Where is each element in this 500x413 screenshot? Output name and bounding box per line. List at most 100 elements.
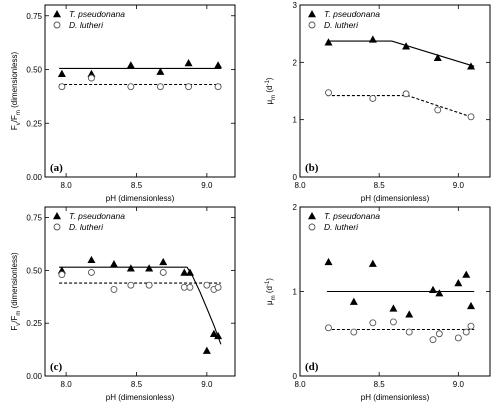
y-axis-title: Fv/Fm (dimensionless) — [10, 252, 22, 331]
y-tick-label: 1 — [293, 116, 298, 125]
y-title-sub: v — [16, 122, 22, 125]
data-point-t-pseudonana — [185, 268, 194, 276]
data-point-d-lutheri — [58, 271, 66, 279]
legend-marker — [53, 10, 61, 18]
y-tick-label: 1 — [293, 288, 298, 297]
x-tick-label: 9.0 — [201, 181, 213, 190]
x-tick-label: 8.5 — [374, 380, 386, 389]
y-title-sub2: m — [16, 110, 22, 115]
x-tick-label: 8.5 — [131, 380, 143, 389]
y-title-tail: ) — [265, 77, 274, 80]
data-point-d-lutheri — [467, 322, 475, 330]
fit-line-dashed — [326, 95, 475, 119]
x-tick-label: 9.0 — [453, 181, 465, 190]
y-title-main: μ — [265, 99, 274, 104]
legend-label: T. pseudonana — [69, 9, 125, 19]
x-tick-label: 8.0 — [61, 181, 73, 190]
panel-d: 8.0 8.5 9.0 0 1 2 pH (dimensionless) μm (d-1) T.… — [265, 203, 491, 402]
y-title-tail: (dimensionless) — [10, 252, 19, 311]
data-point-d-lutheri — [467, 113, 475, 121]
data-point-d-lutheri — [405, 328, 413, 336]
legend-label: D. lutheri — [324, 20, 359, 30]
data-point-d-lutheri — [429, 336, 437, 344]
data-point-t-pseudonana — [109, 260, 118, 268]
y-tick-label: 2 — [293, 58, 298, 67]
panel-b: 8.0 8.5 9.0 0 1 2 3 pH (dimensionless) μm (d-1) T… — [265, 1, 491, 203]
data-point-d-lutheri — [127, 83, 135, 91]
legend-marker — [308, 10, 316, 18]
data-point-t-pseudonana — [145, 264, 154, 272]
y-title-sup: -1 — [265, 80, 271, 86]
panel-label: (a) — [50, 162, 63, 174]
plot-frame — [44, 206, 236, 377]
plot-frame — [44, 4, 236, 178]
data-point-d-lutheri — [156, 83, 164, 91]
legend-label: D. lutheri — [69, 20, 104, 30]
data-point-d-lutheri — [350, 328, 358, 336]
y-tick-label: 0.00 — [26, 372, 42, 381]
y-tick-label: 0.75 — [26, 12, 42, 21]
x-tick-label: 8.0 — [61, 380, 73, 389]
plot-frame — [299, 4, 491, 178]
data-point-d-lutheri — [369, 319, 377, 327]
data-point-d-lutheri — [186, 283, 194, 291]
x-tick-label: 8.5 — [374, 181, 386, 190]
data-point-d-lutheri — [462, 328, 470, 336]
data-point-d-lutheri — [127, 281, 135, 289]
y-tick-label: 0.50 — [26, 266, 42, 275]
y-title-mid: (d — [265, 286, 274, 295]
y-tick-label: 0.25 — [26, 119, 42, 128]
panel-label: (d) — [305, 361, 319, 373]
x-axis-title: pH (dimensionless) — [106, 194, 175, 203]
y-tick-label: 2 — [293, 203, 298, 212]
y-tick-label: 0.50 — [26, 66, 42, 75]
y-title-sup: -1 — [265, 280, 271, 286]
data-point-d-lutheri — [110, 285, 118, 293]
y-title-main: μ — [265, 300, 274, 305]
y-axis-title: Fv/Fm (dimensionless) — [10, 52, 22, 131]
data-point-t-pseudonana — [324, 257, 333, 266]
legend-marker — [308, 212, 316, 220]
panel-a: 8.0 8.5 9.0 0.00 0.25 0.50 0.75 pH (dimensionle… — [10, 4, 236, 203]
x-axis-title: pH (dimensionless) — [361, 194, 430, 203]
y-title-mid: /F — [10, 316, 19, 323]
data-point-t-pseudonana — [156, 67, 165, 75]
legend-label: D. lutheri — [69, 222, 104, 232]
data-point-d-lutheri — [185, 83, 193, 91]
data-point-t-pseudonana — [202, 346, 211, 354]
data-point-t-pseudonana — [454, 279, 463, 287]
data-point-d-lutheri — [180, 283, 188, 291]
y-title-main: F — [10, 125, 19, 130]
y-tick-label: 0.00 — [26, 173, 42, 182]
y-tick-label: 0 — [293, 372, 298, 381]
y-tick-label: 0.25 — [26, 319, 42, 328]
data-point-t-pseudonana — [349, 297, 358, 305]
data-point-d-lutheri — [454, 334, 462, 342]
data-point-t-pseudonana — [368, 35, 377, 43]
data-point-t-pseudonana — [159, 257, 168, 266]
y-title-sub2: m — [16, 311, 22, 316]
data-point-t-pseudonana — [368, 259, 377, 267]
y-title-tail: (dimensionless) — [10, 52, 19, 111]
legend-marker — [308, 21, 316, 29]
x-tick-label: 9.0 — [201, 380, 213, 389]
data-point-t-pseudonana — [467, 301, 475, 310]
legend-label: T. pseudonana — [324, 211, 380, 221]
data-point-d-lutheri — [203, 281, 211, 289]
data-point-t-pseudonana — [405, 310, 414, 318]
data-point-d-lutheri — [389, 318, 397, 326]
data-point-t-pseudonana — [180, 268, 189, 276]
y-title-main: F — [10, 326, 19, 331]
data-point-d-lutheri — [87, 269, 95, 276]
y-title-mid: (d — [265, 86, 274, 95]
x-axis-title: pH (dimensionless) — [361, 393, 430, 402]
legend-marker — [308, 223, 316, 231]
y-title-sub: v — [16, 323, 22, 326]
y-title-sub: m — [271, 95, 277, 100]
legend-label: D. lutheri — [324, 222, 359, 232]
data-point-t-pseudonana — [462, 270, 471, 278]
y-tick-label: 0.75 — [26, 214, 42, 223]
data-point-d-lutheri — [145, 281, 153, 289]
data-point-d-lutheri — [87, 74, 95, 82]
